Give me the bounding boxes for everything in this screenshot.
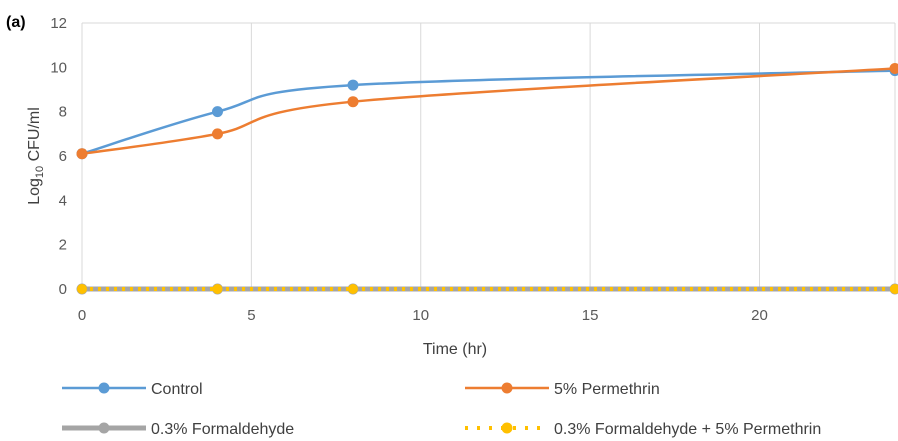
series-line (81, 69, 896, 155)
legend-item: 0.3% Formaldehyde (62, 421, 294, 438)
series-layer (76, 62, 898, 295)
x-tick-label: 0 (78, 307, 86, 324)
y-tick-label: 4 (59, 192, 67, 209)
series-control (76, 65, 898, 160)
data-point (77, 284, 87, 294)
y-axis-title-sub: 10 (34, 166, 46, 178)
panel-label: (a) (6, 14, 26, 31)
y-tick-label: 6 (59, 148, 67, 165)
x-tick-label: 10 (412, 307, 429, 324)
legend-swatch-marker (501, 422, 513, 434)
legend-label: 5% Permethrin (554, 381, 660, 398)
legend-item: Control (62, 381, 203, 398)
data-point (347, 96, 359, 108)
legend-swatch-marker (98, 382, 110, 394)
data-point (347, 79, 359, 91)
y-axis-title: Log10 CFU/ml (26, 107, 46, 205)
data-point (890, 284, 898, 294)
series-0-3-formaldehyde-5-permethrin (77, 284, 898, 294)
x-tick-label: 5 (247, 307, 255, 324)
x-tick-label: 15 (582, 307, 599, 324)
x-tick-labels: 0 5 10 15 20 (78, 307, 768, 324)
x-tick-label: 20 (751, 307, 768, 324)
legend-swatch-marker (501, 382, 513, 394)
data-point (212, 128, 223, 140)
legend: Control 5% Permethrin 0.3% Formaldehyde 0.3… (62, 381, 821, 438)
y-axis-title-base: Log (26, 178, 43, 205)
series-0-3-formaldehyde (76, 283, 898, 295)
gridlines (81, 22, 896, 289)
series-5-permethrin (76, 62, 898, 160)
x-axis-title: Time (hr) (423, 341, 487, 358)
y-tick-labels: 0 2 4 6 8 10 12 (50, 15, 67, 298)
y-axis-title-rest: CFU/ml (26, 107, 43, 166)
legend-swatch-marker (98, 422, 110, 434)
data-point (76, 148, 88, 160)
legend-label: Control (151, 381, 203, 398)
y-tick-label: 8 (59, 104, 67, 121)
y-tick-label: 2 (59, 237, 67, 254)
legend-label: 0.3% Formaldehyde + 5% Permethrin (554, 421, 821, 438)
y-tick-label: 10 (50, 59, 67, 76)
y-tick-label: 12 (50, 15, 67, 32)
legend-item: 0.3% Formaldehyde + 5% Permethrin (465, 421, 821, 438)
y-tick-label: 0 (59, 281, 67, 298)
legend-item: 5% Permethrin (465, 381, 660, 398)
data-point (212, 106, 223, 118)
data-point (889, 62, 898, 74)
series-line (81, 67, 896, 156)
legend-label: 0.3% Formaldehyde (151, 421, 294, 438)
data-point (212, 284, 223, 294)
data-point (348, 284, 358, 294)
